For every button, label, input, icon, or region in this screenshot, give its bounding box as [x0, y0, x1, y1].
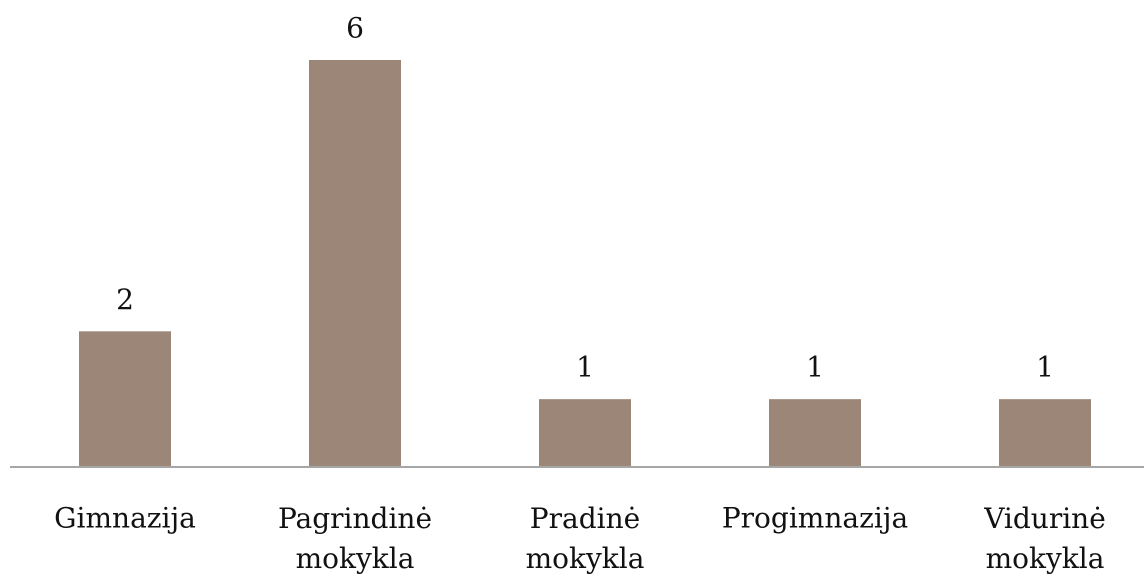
bar: [79, 331, 171, 467]
x-tick-label: Pagrindinė mokykla: [278, 502, 432, 575]
data-label: 1: [576, 351, 594, 384]
x-tick-label: Gimnazija: [54, 502, 196, 535]
data-label: 1: [1036, 351, 1054, 384]
bar: [309, 60, 401, 467]
x-tick-label: Progimnazija: [722, 502, 908, 535]
x-tick-label: Pradinė mokykla: [526, 502, 645, 575]
x-tick-label: Vidurinė mokykla: [983, 502, 1106, 575]
bar: [539, 399, 631, 467]
data-label: 2: [116, 283, 134, 316]
bar: [999, 399, 1091, 467]
bar: [769, 399, 861, 467]
data-label: 1: [806, 351, 824, 384]
data-label: 6: [346, 12, 364, 45]
